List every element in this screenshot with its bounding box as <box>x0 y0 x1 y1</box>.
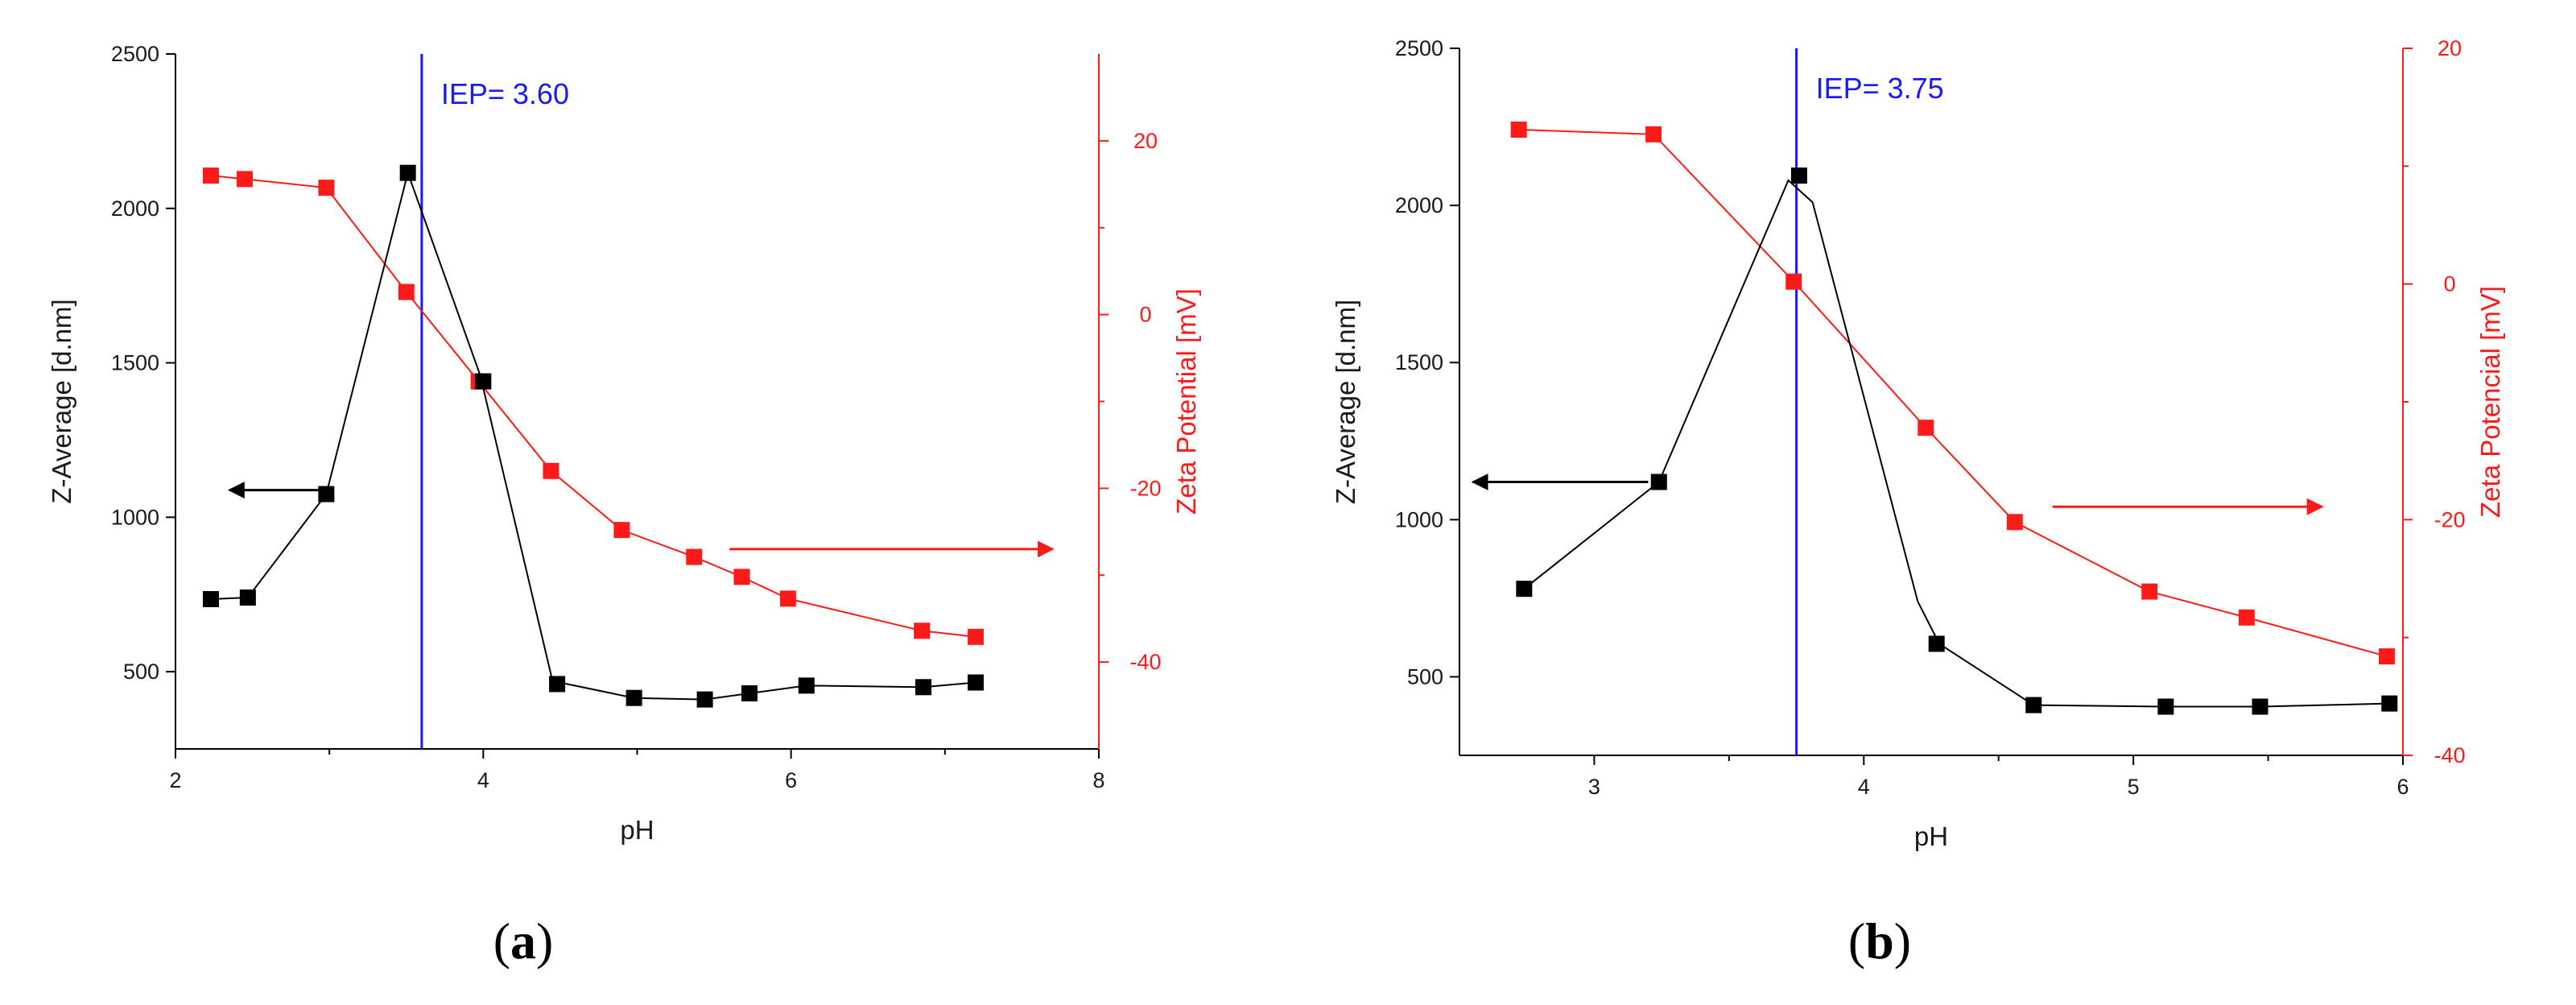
z-average-point <box>475 373 492 390</box>
zeta-potential-point <box>2378 648 2395 665</box>
z-average-point <box>239 589 256 606</box>
panel-a-caption: (a) <box>493 912 554 970</box>
iep-label: IEP= 3.75 <box>1816 72 1944 105</box>
zeta-potential-point <box>2006 514 2023 531</box>
zeta-potential-point <box>2141 583 2158 600</box>
z-average-point <box>1790 168 1807 184</box>
y-tick-label: 2500 <box>111 42 159 66</box>
y-tick-label: 1000 <box>111 505 159 529</box>
zeta-potential-point <box>1510 121 1527 138</box>
y2-tick-label: -40 <box>2434 743 2465 767</box>
y-tick-label: 1000 <box>1395 507 1443 531</box>
x-tick-label: 4 <box>1858 775 1870 799</box>
zeta-potential-line <box>1518 128 2388 658</box>
z-average-line <box>210 170 976 701</box>
y-tick-label: 1500 <box>111 351 159 375</box>
z-average-point <box>2157 698 2174 715</box>
y2-axis-title: Zeta Potential [mV] <box>1171 288 1201 515</box>
zeta-potential-point <box>237 171 254 188</box>
zeta-potential-point <box>202 168 219 184</box>
z-average-point <box>1516 581 1533 598</box>
z-average-point <box>202 590 219 607</box>
panel-b-caption: (b) <box>1848 912 1911 970</box>
z-average-point <box>915 679 932 696</box>
y2-tick-label: -40 <box>1129 650 1161 674</box>
y-tick-label: 2000 <box>111 196 159 221</box>
panel-b-label: b <box>1865 912 1894 970</box>
zeta-potential-point <box>733 569 750 585</box>
y2-axis-title: Zeta Potencial [mV] <box>2475 286 2505 518</box>
x-tick-label: 5 <box>2128 775 2140 799</box>
z-average-point <box>1928 635 1945 652</box>
z-average-point <box>1650 474 1667 490</box>
x-axis-title: pH <box>1914 821 1948 851</box>
y-tick-label: 1500 <box>1395 350 1443 374</box>
zeta-potential-point <box>398 283 415 300</box>
zeta-potential-point <box>779 590 796 607</box>
z-average-point <box>549 676 566 693</box>
z-average-point <box>798 677 815 694</box>
chart-panel-a: (a) 2 4 6 8 500 1000 1500 2000 2500 -40 -20 0 20 pH Z-… <box>47 42 1201 970</box>
z-average-point <box>399 164 416 181</box>
z-average-point <box>968 674 985 691</box>
zeta-potential-point <box>1645 126 1662 143</box>
z-average-point <box>2252 698 2268 715</box>
zeta-potential-point <box>318 180 335 196</box>
y-tick-label: 2000 <box>1395 193 1443 217</box>
z-average-point <box>2381 695 2398 712</box>
panel-a-label: a <box>510 912 536 970</box>
zeta-potential-point <box>968 628 985 645</box>
y2-tick-label: -20 <box>1129 476 1161 500</box>
y-axis-title: Z-Average [d.nm] <box>1331 300 1360 504</box>
x-tick-label: 3 <box>1588 775 1600 799</box>
x-axis-title: pH <box>620 815 654 845</box>
chart-panel-b: (b) 3 4 5 6 500 1000 1500 2000 2500 -40 -20 0 20 pH Z-… <box>1288 0 2576 1005</box>
zeta-potential-point <box>2238 609 2255 626</box>
zeta-potential-point <box>914 622 931 639</box>
chart-a-svg: (a) 2 4 6 8 500 1000 1500 2000 2500 -40 -20 0 20 pH Z-… <box>47 42 1201 970</box>
z-average-point <box>318 486 335 502</box>
chart-b-svg: (b) 3 4 5 6 500 1000 1500 2000 2500 -40 -20 0 20 pH Z-… <box>1331 36 2505 970</box>
y2-tick-label: 0 <box>2443 272 2455 296</box>
z-average-line <box>1523 179 2390 708</box>
z-average-point <box>696 691 713 708</box>
y-tick-label: 500 <box>123 660 159 684</box>
x-tick-label: 4 <box>477 768 489 792</box>
y-axis-title: Z-Average [d.nm] <box>47 299 76 503</box>
z-average-point <box>625 689 642 706</box>
x-tick-label: 6 <box>785 768 797 792</box>
zeta-potential-point <box>543 462 559 479</box>
zeta-potential-line <box>210 175 976 638</box>
y-tick-label: 2500 <box>1395 36 1443 60</box>
x-tick-label: 2 <box>169 768 181 792</box>
zeta-potential-point <box>1785 273 1802 290</box>
iep-label: IEP= 3.60 <box>441 77 569 110</box>
zeta-potential-point <box>686 548 703 565</box>
x-tick-label: 6 <box>2396 775 2409 799</box>
z-average-point <box>2025 697 2042 713</box>
zeta-potential-point <box>613 522 630 539</box>
z-average-point <box>741 684 758 701</box>
y-tick-label: 500 <box>1407 664 1443 689</box>
y2-tick-label: 20 <box>2438 36 2462 60</box>
y2-tick-label: 20 <box>1133 129 1158 153</box>
zeta-potential-point <box>1918 420 1934 436</box>
x-tick-label: 8 <box>1092 768 1104 792</box>
y2-tick-label: -20 <box>2434 507 2465 531</box>
y2-tick-label: 0 <box>1139 303 1151 327</box>
